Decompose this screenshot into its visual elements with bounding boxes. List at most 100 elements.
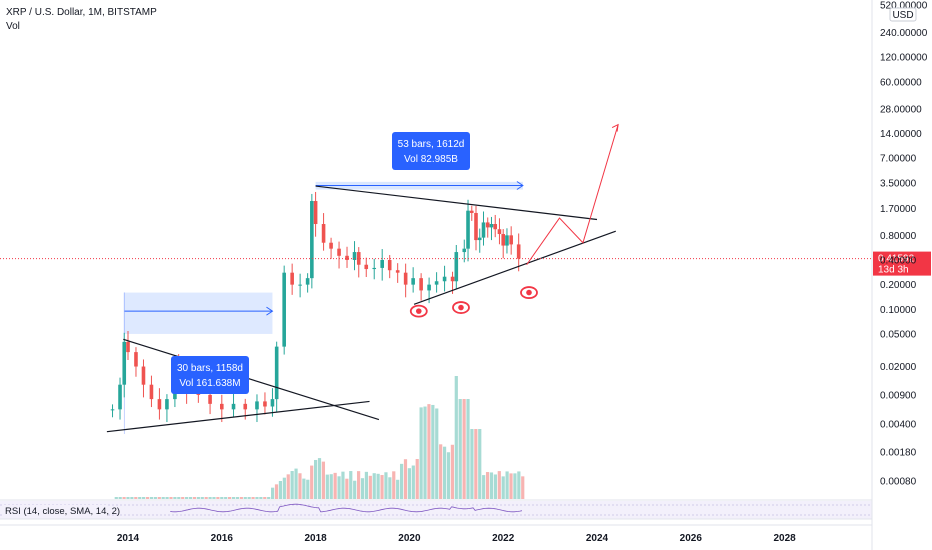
volume-bar: [470, 429, 474, 499]
volume-bar: [321, 461, 326, 499]
candle-body: [122, 341, 127, 385]
range-label-2014-line: 30 bars, 1158d: [177, 363, 243, 374]
current-price-value: 0.41592: [878, 254, 915, 265]
range-label-2014: [171, 356, 249, 394]
time-tick-label: 2014: [117, 533, 140, 544]
volume-bar: [478, 429, 482, 499]
volume-bar: [298, 473, 302, 499]
candle-body: [165, 399, 169, 410]
trendline-2014-upper: [123, 338, 380, 421]
volume-bar: [325, 474, 329, 499]
candle-body: [466, 210, 470, 249]
range-arrowhead-2018: [516, 181, 524, 190]
volume-bar: [200, 497, 204, 499]
volume-bar: [235, 497, 240, 499]
volume-bar: [255, 497, 259, 499]
volume-bar: [462, 399, 466, 499]
volume-bar: [216, 497, 220, 499]
volume-bar: [415, 459, 419, 499]
volume-bar: [157, 497, 161, 499]
volume-bar: [399, 463, 404, 499]
volume-bar: [267, 497, 271, 499]
candle-body: [305, 278, 310, 285]
volume-bar: [192, 497, 197, 499]
candle-body: [477, 237, 482, 241]
projection-arrowhead: [611, 123, 619, 132]
candle-body: [380, 259, 384, 268]
volume-label[interactable]: Vol: [6, 21, 20, 32]
current-price-badge: [873, 251, 931, 276]
volume-bar: [380, 475, 384, 499]
volume-bar: [118, 497, 122, 499]
rsi-line: [170, 503, 523, 513]
symbol-title[interactable]: XRP / U.S. Dollar, 1M, BITSTAMP: [6, 7, 157, 18]
volume-bar: [177, 497, 181, 499]
volume-bar: [224, 497, 228, 499]
candle-body: [243, 403, 248, 410]
candle-body: [149, 384, 154, 400]
price-tick-label: 0.80000: [880, 231, 917, 242]
volume-bar: [341, 471, 345, 499]
eye-pupil: [526, 289, 532, 296]
volume-bar: [228, 497, 232, 499]
candle-body: [329, 242, 333, 249]
volume-bar: [196, 497, 200, 499]
candle-body: [270, 399, 275, 407]
volume-bar: [392, 471, 396, 499]
volume-bar: [263, 497, 267, 499]
candle-body: [220, 403, 224, 410]
volume-bar: [411, 465, 415, 499]
volume-bar: [446, 452, 451, 499]
volume-bar: [372, 473, 376, 499]
volume-bar: [497, 471, 501, 499]
volume-bar: [485, 472, 490, 499]
candle-body: [450, 276, 455, 282]
candle-body: [118, 384, 122, 410]
candle-body: [427, 284, 431, 291]
volume-bar: [239, 497, 243, 499]
candle-body: [356, 252, 361, 265]
range-label-2018-line: Vol 82.985B: [404, 154, 458, 165]
volume-bar: [360, 478, 365, 499]
volume-bar: [513, 473, 517, 499]
volume-bar: [220, 497, 224, 499]
chart-header: XRP / U.S. Dollar, 1M, BITSTAMP Vol: [6, 6, 157, 34]
rsi-label: RSI (14, close, SMA, 14, 2): [5, 506, 120, 517]
range-label-2014-line: Vol 161.638M: [179, 378, 240, 389]
candle-body: [493, 224, 498, 230]
volume-bar: [290, 471, 294, 499]
volume-bar: [231, 497, 236, 499]
candle-body: [263, 401, 267, 407]
volume-bar: [517, 471, 521, 499]
price-tick-label: 3.50000: [880, 178, 917, 189]
rsi-label-bg: [2, 505, 108, 517]
currency-badge: [889, 7, 917, 22]
volume-bar: [368, 475, 372, 499]
volume-bar: [185, 497, 189, 499]
candle-body: [387, 259, 392, 271]
volume-bar: [271, 487, 275, 499]
axis-corner: [873, 526, 932, 550]
candle-body: [501, 234, 505, 246]
candle-body: [310, 201, 314, 279]
volume-bar: [149, 497, 154, 499]
volume-bar: [509, 473, 513, 499]
candle-body: [434, 281, 439, 285]
volume-bar: [294, 468, 298, 499]
volume-bar: [243, 497, 247, 499]
volume-bar: [122, 497, 126, 499]
candle-body: [274, 346, 279, 400]
volume-bar: [384, 472, 388, 499]
volume-bar: [212, 497, 216, 499]
candle-body: [509, 235, 513, 245]
volume-bar: [396, 479, 400, 499]
price-tick-label: 28.00000: [880, 104, 922, 115]
price-tick-label: 0.20000: [880, 280, 917, 291]
time-tick-label: 2026: [680, 533, 703, 544]
volume-bar: [169, 497, 173, 499]
price-tick-label: 240.00000: [880, 28, 928, 39]
price-tick-label: 520.00000: [880, 1, 928, 12]
volume-bar: [431, 404, 435, 499]
volume-bar: [439, 444, 443, 499]
